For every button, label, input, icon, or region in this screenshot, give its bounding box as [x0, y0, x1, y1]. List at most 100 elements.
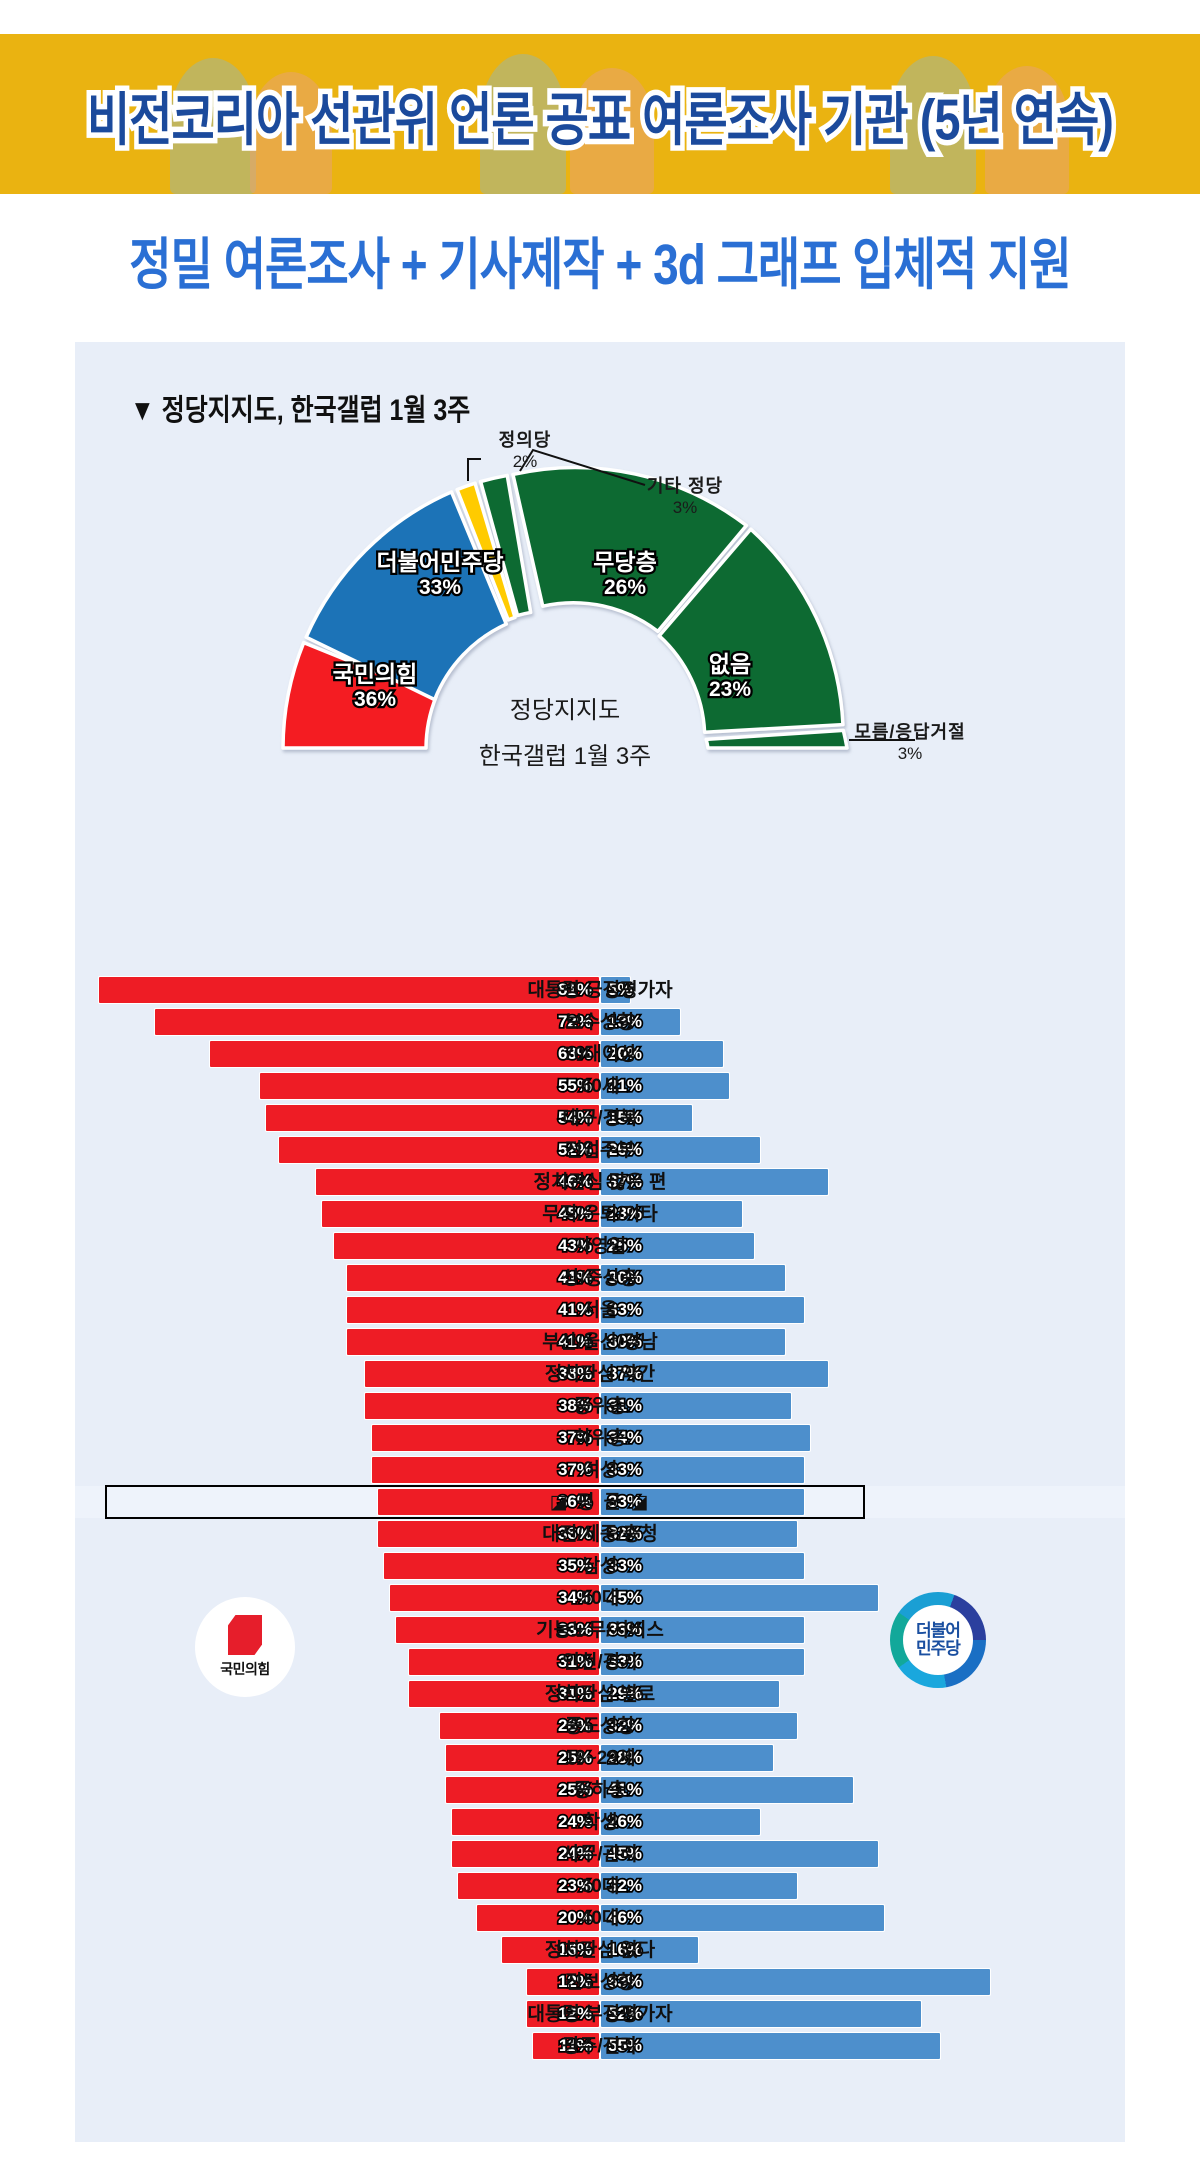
bar-half-dp: 33% [600, 1296, 805, 1324]
bar-ppp: 81% [97, 976, 600, 1004]
bar-value-dp: 29% [606, 1682, 644, 1705]
bar-dp: 20% [600, 1040, 724, 1068]
bar-row: 25% 41% 중하층 [75, 1774, 1125, 1806]
bar-ppp: 38% [364, 1392, 600, 1420]
bar-value-ppp: 52% [556, 1138, 594, 1161]
bar-value-dp: 15% [606, 1106, 644, 1129]
bar-dp: 63% [600, 1968, 991, 1996]
bar-row: 81% 5% 대통령 긍정평가자 [75, 974, 1125, 1006]
bar-half-dp: 41% [600, 1776, 855, 1804]
bar-half-ppp: 41% [345, 1264, 600, 1292]
bar-half-dp: 46% [600, 1904, 886, 1932]
bar-dp: 23% [600, 1200, 743, 1228]
bar-half-dp: 32% [600, 1520, 799, 1548]
bar-row: 72% 13% 보수성향 [75, 1006, 1125, 1038]
bar-ppp: 12% [525, 1968, 600, 1996]
bar-row: 45% 23% 무직/은퇴/기타 [75, 1198, 1125, 1230]
bar-dp: 45% [600, 1840, 879, 1868]
bar-half-ppp: 12% [525, 2000, 600, 2028]
bar-value-ppp: 25% [556, 1746, 594, 1769]
bar-half-ppp: 37% [370, 1456, 600, 1484]
bar-dp: 32% [600, 1712, 799, 1740]
bar-dp: 31% [600, 1392, 793, 1420]
bar-half-ppp: 24% [451, 1840, 600, 1868]
bar-ppp: 55% [259, 1072, 600, 1100]
bar-value-dp: 33% [606, 1298, 644, 1321]
bar-half-dp: 5% [600, 976, 634, 1004]
bar-ppp: 41% [345, 1328, 600, 1356]
callout-line-justice [467, 458, 481, 481]
bar-value-dp: 30% [606, 1330, 644, 1353]
bar-dp: 33% [600, 1552, 805, 1580]
ppp-logo-mark-icon [228, 1615, 262, 1655]
bar-value-dp: 13% [606, 1010, 644, 1033]
bar-half-dp: 45% [600, 1584, 879, 1612]
bar-value-ppp: 24% [556, 1842, 594, 1865]
bar-dp: 37% [600, 1360, 830, 1388]
bar-dp: 29% [600, 1680, 780, 1708]
bar-ppp: 37% [370, 1456, 600, 1484]
bar-ppp: 63% [209, 1040, 600, 1068]
bar-value-ppp: 23% [556, 1874, 594, 1897]
bar-value-dp: 16% [606, 1938, 644, 1961]
bar-row: 38% 31% 중위층 [75, 1390, 1125, 1422]
donut-callout-justice: 정의당 2% [445, 426, 605, 472]
bar-dp: 33% [600, 1648, 805, 1676]
bar-value-dp: 37% [606, 1170, 644, 1193]
bar-dp: 26% [600, 1808, 762, 1836]
bar-ppp: 25% [445, 1744, 600, 1772]
bar-value-ppp: 45% [556, 1202, 594, 1225]
bar-value-ppp: 81% [556, 978, 594, 1001]
bar-half-ppp: 36% [376, 1520, 600, 1548]
donut-callout-other-name: 기타 정당 [646, 476, 724, 496]
bar-value-ppp: 33% [556, 1618, 594, 1641]
bar-half-ppp: 52% [277, 1136, 600, 1164]
bar-value-ppp: 34% [556, 1586, 594, 1609]
bar-value-dp: 45% [606, 1586, 644, 1609]
bar-value-ppp: 35% [556, 1554, 594, 1577]
bar-value-dp: 32% [606, 1874, 644, 1897]
bar-row: 43% 25% 자영업 [75, 1230, 1125, 1262]
donut-callout-dk-pct: 3% [897, 744, 923, 763]
bar-half-dp: 30% [600, 1328, 786, 1356]
bar-half-ppp: 16% [500, 1936, 600, 1964]
bar-value-ppp: 12% [556, 1970, 594, 1993]
donut-slice-other [478, 473, 533, 618]
bar-dp: 32% [600, 1872, 799, 1900]
bar-dp: 45% [600, 1584, 879, 1612]
bar-value-dp: 28% [606, 1746, 644, 1769]
bar-dp: 55% [600, 2032, 941, 2060]
dp-logo-text-line2: 민주당 [916, 1639, 961, 1658]
donut-slice-undecided [511, 465, 749, 634]
bar-row: 11% 55% 광주/전라 [75, 2030, 1125, 2062]
bar-row: 37% 34% 하위층 [75, 1422, 1125, 1454]
bar-half-ppp: 31% [407, 1648, 600, 1676]
donut-slice-dk [704, 728, 849, 750]
bar-value-dp: 41% [606, 1778, 644, 1801]
bar-value-ppp: 63% [556, 1042, 594, 1065]
bar-ppp: 33% [395, 1616, 600, 1644]
bar-half-dp: 26% [600, 1808, 762, 1836]
bar-dp: 26% [600, 1136, 762, 1164]
bar-value-dp: 21% [606, 1074, 644, 1097]
bar-half-ppp: 24% [451, 1808, 600, 1836]
bar-half-ppp: 34% [389, 1584, 600, 1612]
bar-row: 41% 30% 상/중상층 [75, 1262, 1125, 1294]
bar-row: 38% 37% 정치관심 약간 [75, 1358, 1125, 1390]
donut-callout-other-pct: 3% [672, 498, 698, 517]
bar-half-ppp: 38% [364, 1360, 600, 1388]
bar-half-ppp: 12% [525, 1968, 600, 1996]
bar-value-ppp: 36% [556, 1522, 594, 1545]
bar-row: 16% 16% 정치관심 없다 [75, 1934, 1125, 1966]
bar-row: 37% 33% 여성 [75, 1454, 1125, 1486]
ppp-logo-text: 국민의힘 [220, 1661, 270, 1677]
bar-dp: 21% [600, 1072, 731, 1100]
bar-value-ppp: 31% [556, 1650, 594, 1673]
bar-value-ppp: 24% [556, 1810, 594, 1833]
bar-half-ppp: 54% [265, 1104, 600, 1132]
party-support-donut-chart: 국민의힘 36% 더불어민주당 33% 무당층 26% 없음 23% 정의당 2… [215, 422, 965, 822]
bar-dp: 46% [600, 1904, 886, 1932]
dp-party-logo: 더불어 민주당 [890, 1592, 986, 1688]
bar-half-dp: 20% [600, 1040, 724, 1068]
bar-half-dp: 31% [600, 1392, 793, 1420]
